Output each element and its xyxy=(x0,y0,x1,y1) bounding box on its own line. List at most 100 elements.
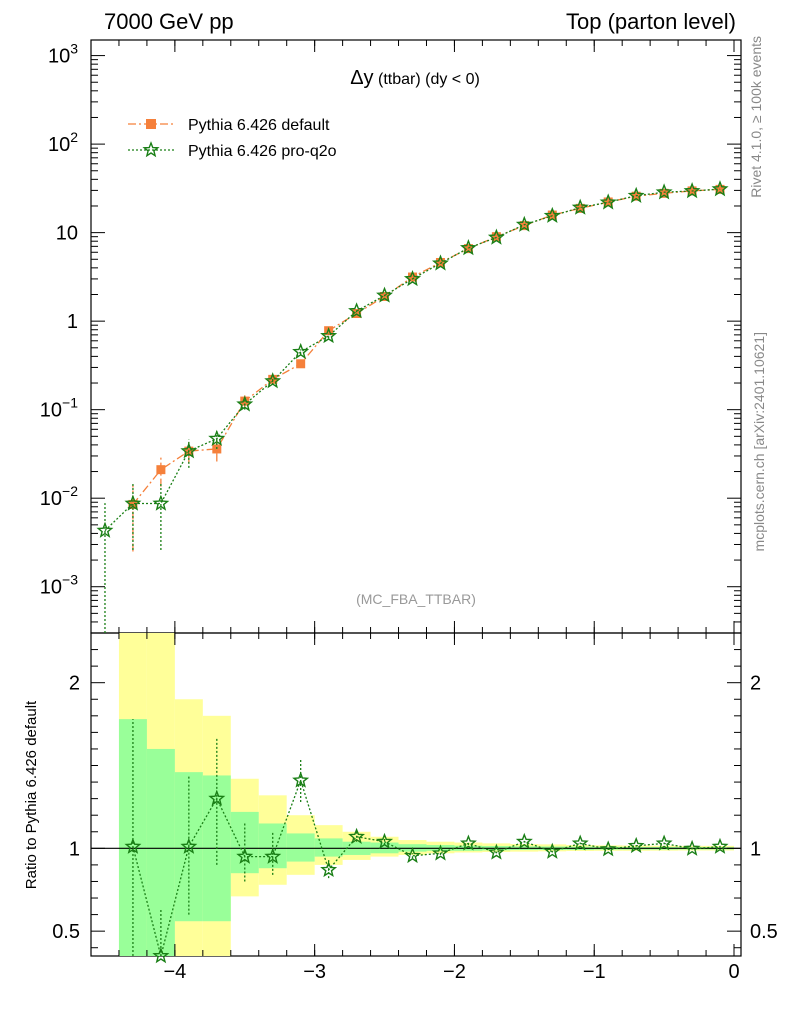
ratio-point-pro xyxy=(403,846,422,864)
ratio-y-tick-label-left: 2 xyxy=(69,673,80,695)
data-point-pro xyxy=(683,182,701,199)
data-point-pro xyxy=(152,494,170,511)
ratio-point-pro xyxy=(683,839,701,856)
ratio-bands xyxy=(118,633,735,956)
y-tick-base: 1 xyxy=(67,311,78,333)
ratio-point-pro xyxy=(627,836,645,854)
data-point-pro xyxy=(180,442,198,459)
data-point-default xyxy=(491,232,501,242)
data-point-default xyxy=(547,210,557,220)
ratio-series xyxy=(124,719,729,964)
ratio-point-pro xyxy=(320,860,338,878)
ratio-ylabel: Ratio to Pythia 6.426 default xyxy=(23,700,40,889)
analysis-tag: (MC_FBA_TTBAR) xyxy=(356,591,476,607)
ratio-point-pro xyxy=(208,789,226,806)
data-point-pro xyxy=(403,269,422,287)
ratio-point-pro xyxy=(711,837,729,854)
data-point-pro xyxy=(431,254,449,271)
main-series xyxy=(96,180,729,633)
data-point-pro xyxy=(236,395,254,412)
data-point-pro xyxy=(96,521,114,538)
legend-label-pro: Pythia 6.426 pro-q2o xyxy=(188,143,337,160)
ratio-y-tick-label-right: 2 xyxy=(750,673,761,695)
data-point-default xyxy=(435,257,445,267)
ratio-y-tick-label-left: 1 xyxy=(69,838,80,860)
data-point-default xyxy=(603,197,613,207)
data-point-pro xyxy=(515,215,533,232)
ratio-point-pro xyxy=(515,832,533,850)
ratio-point-pro xyxy=(292,771,310,788)
y-tick-label: 102 xyxy=(48,129,78,156)
plot-title-sub: (ttbar) (dy < 0) xyxy=(374,71,480,88)
data-point-pro xyxy=(264,372,282,389)
y-tick-exponent: −1 xyxy=(62,395,78,411)
y-tick-exponent: −3 xyxy=(62,572,78,588)
data-point-pro xyxy=(627,186,645,204)
data-point-default xyxy=(463,244,473,254)
ratio-point-pro xyxy=(264,847,282,864)
y-tick-label: 10−3 xyxy=(40,572,78,599)
data-point-pro xyxy=(571,198,589,215)
data-point-default xyxy=(519,221,529,231)
y-tick-base: 10 xyxy=(40,488,62,510)
band-inner-bin xyxy=(314,838,343,857)
y-tick-label: 10−2 xyxy=(40,483,78,510)
band-inner-bin xyxy=(230,811,259,874)
ratio-point-pro xyxy=(180,837,198,854)
ratio-frame xyxy=(90,632,742,957)
band-inner-bin xyxy=(146,748,175,956)
legend-marker-pro xyxy=(142,141,160,158)
plot-title: Δy (ttbar) (dy < 0) xyxy=(350,67,480,89)
side-text-rivet: Rivet 4.1.0, ≥ 100k events xyxy=(748,36,764,198)
y-tick-exponent: 2 xyxy=(70,129,78,145)
data-point-pro xyxy=(208,429,226,447)
data-point-pro xyxy=(711,180,729,197)
ratio-point-pro xyxy=(236,847,254,864)
ratio-point-pro xyxy=(487,843,505,860)
data-point-default xyxy=(296,359,306,369)
ratio-point-pro xyxy=(459,834,477,851)
x-tick-label: −1 xyxy=(583,961,606,983)
data-point-pro xyxy=(459,239,477,256)
ratio-point-pro xyxy=(571,834,589,851)
band-inner-bin xyxy=(286,833,315,862)
series-line-default xyxy=(132,188,721,505)
data-point-pro xyxy=(655,183,673,200)
series-line-pro xyxy=(104,188,721,532)
y-tick-label: 10 xyxy=(56,223,78,245)
data-point-pro xyxy=(348,302,366,319)
data-point-pro xyxy=(543,206,561,223)
data-point-default xyxy=(715,184,725,194)
ratio-point-pro xyxy=(431,844,449,861)
data-point-pro xyxy=(376,286,394,303)
data-point-default xyxy=(380,291,390,301)
y-tick-base: 10 xyxy=(40,577,62,599)
series-default xyxy=(128,184,725,552)
ratio-point-pro xyxy=(124,837,142,854)
data-point-default xyxy=(575,203,585,213)
ratio-y-tick-label-right: 1 xyxy=(750,838,761,860)
y-tick-base: 10 xyxy=(40,400,62,422)
y-tick-label: 10−1 xyxy=(40,395,78,422)
ratio-point-pro xyxy=(655,834,673,851)
header-right: Top (parton level) xyxy=(566,9,736,34)
y-tick-exponent: −2 xyxy=(62,483,78,499)
ratio-line-pro xyxy=(132,778,721,957)
x-tick-label: −4 xyxy=(163,961,186,983)
side-text-mcplots: mcplots.cern.ch [arXiv:2401.10621] xyxy=(751,332,767,551)
data-point-pro xyxy=(599,193,617,210)
y-tick-base: 10 xyxy=(48,134,70,156)
x-tick-label: −2 xyxy=(443,961,466,983)
y-tick-base: 10 xyxy=(48,46,70,68)
ratio-point-pro xyxy=(348,827,366,845)
ratio-y-tick-label-right: 0.5 xyxy=(750,921,778,943)
data-point-pro xyxy=(124,494,142,511)
legend: Pythia 6.426 default Pythia 6.426 pro-q2… xyxy=(128,117,337,160)
ratio-point-pro xyxy=(599,840,617,857)
data-point-default xyxy=(156,465,166,475)
data-point-default xyxy=(659,188,669,198)
ratio-point-pro xyxy=(543,842,561,859)
data-point-pro xyxy=(320,327,338,344)
series-pro xyxy=(96,180,729,633)
